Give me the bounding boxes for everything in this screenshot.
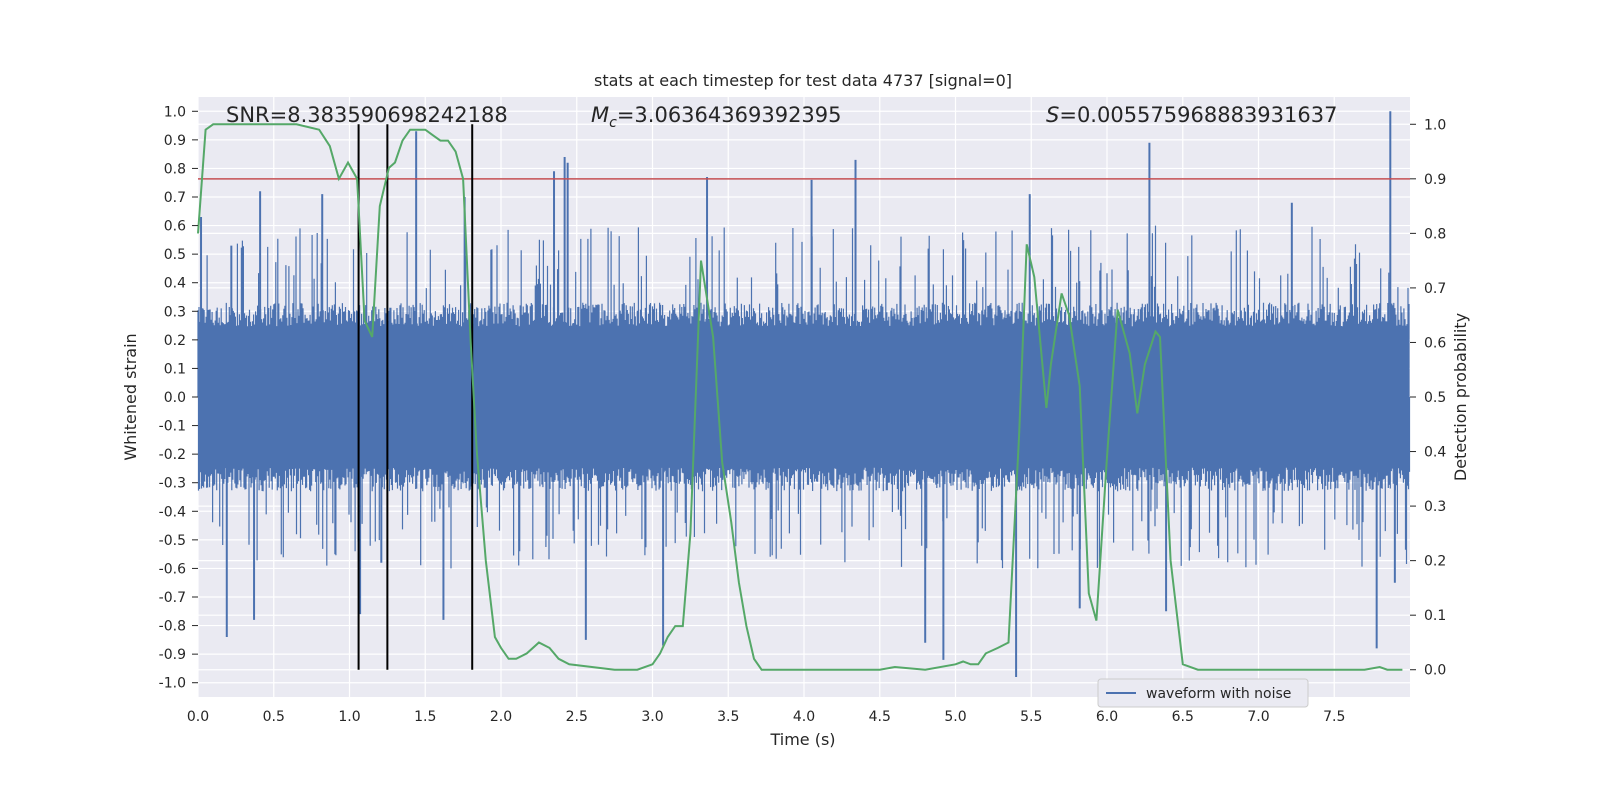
y-axis-label-left: Whitened strain [121,333,140,460]
y-left-tick-label: -0.3 [159,476,186,492]
legend-box [1097,678,1309,708]
y-right-tick-labels: 0.0 0.1 0.2 0.3 0.4 0.5 0.6 0.7 0.8 0.9 1.0 [1410,117,1446,679]
x-tick-label: 3.5 [717,709,739,725]
chirp-mass-symbol: M [591,103,609,127]
y-right-tick-label: 0.7 [1424,281,1446,297]
y-right-tick-label: 0.1 [1424,608,1446,624]
y-left-tick-label: -0.2 [159,447,186,463]
chirp-mass-annotation: Mc=3.06364369392395 [591,103,842,131]
y-right-tick-label: 0.6 [1424,335,1446,351]
y-left-tick-label: 0.3 [164,304,186,320]
y-left-tick-label: -0.5 [159,533,186,549]
y-right-tick-label: 0.9 [1424,172,1446,188]
detection-probability-group [197,123,1403,671]
y-left-tick-label: 0.2 [164,333,186,349]
x-tick-label: 3.0 [641,709,663,725]
legend-label: waveform with noise [1146,686,1291,702]
x-tick-label: 1.5 [414,709,436,725]
x-tick-label: 6.0 [1096,709,1118,725]
s-symbol: S [1046,103,1059,127]
y-left-tick-label: -0.6 [159,561,186,577]
y-left-tick-labels: -1.0 -0.9 -0.8 -0.7 -0.6 -0.5 -0.4 -0.3 -0.2 -0.1… [159,104,198,692]
y-right-tick-label: 1.0 [1424,117,1446,133]
x-tick-label: 0.0 [187,709,209,725]
y-left-tick-label: 0.4 [164,276,186,292]
chart-title: stats at each timestep for test data 473… [594,71,1012,90]
legend: waveform with noise [1097,678,1309,708]
x-tick-label: 2.0 [490,709,512,725]
y-left-tick-label: 1.0 [164,104,186,120]
y-right-tick-label: 0.0 [1424,663,1446,679]
x-tick-label: 7.5 [1323,709,1345,725]
x-tick-label: 4.5 [869,709,891,725]
x-tick-label: 4.0 [793,709,815,725]
waveform-noise [197,225,1411,569]
y-left-tick-label: -0.7 [159,590,186,606]
x-tick-label: 6.5 [1172,709,1194,725]
y-left-tick-label: -0.9 [159,647,186,663]
chirp-mass-subscript: c [609,115,617,131]
y-left-tick-label: -0.1 [159,419,186,435]
y-left-tick-label: -0.8 [159,619,186,635]
y-left-tick-label: 0.7 [164,190,186,206]
snr-annotation: SNR=8.383590698242188 [226,103,508,127]
y-left-tick-label: 0.5 [164,247,186,263]
y-right-tick-label: 0.8 [1424,226,1446,242]
x-tick-label: 0.5 [263,709,285,725]
y-right-tick-label: 0.5 [1424,390,1446,406]
x-tick-label: 2.5 [566,709,588,725]
y-left-tick-label: 0.9 [164,133,186,149]
y-left-tick-label: 0.1 [164,361,186,377]
x-tick-label: 5.0 [944,709,966,725]
y-left-tick-label: 0.0 [164,390,186,406]
y-left-tick-label: 0.6 [164,219,186,235]
x-tick-label: 7.0 [1247,709,1269,725]
y-left-tick-label: 0.8 [164,161,186,177]
y-right-tick-label: 0.4 [1424,445,1446,461]
s-annotation: S=0.005575968883931637 [1046,103,1337,127]
x-axis-label: Time (s) [769,730,835,749]
y-right-tick-label: 0.3 [1424,499,1446,515]
waveform-series [197,111,1411,677]
y-axis-label-right: Detection probability [1451,313,1470,481]
s-value: =0.005575968883931637 [1059,103,1337,127]
y-right-tick-label: 0.2 [1424,554,1446,570]
x-tick-label: 5.5 [1020,709,1042,725]
y-left-tick-label: -0.4 [159,504,186,520]
chirp-mass-value: =3.06364369392395 [617,103,842,127]
x-tick-labels: 0.0 0.5 1.0 1.5 2.0 2.5 3.0 3.5 4.0 4.5 5.0 5.5 6.0 6… [187,709,1346,725]
y-left-tick-label: -1.0 [159,676,186,692]
x-tick-label: 1.0 [338,709,360,725]
detection-probability-line [197,123,1403,671]
